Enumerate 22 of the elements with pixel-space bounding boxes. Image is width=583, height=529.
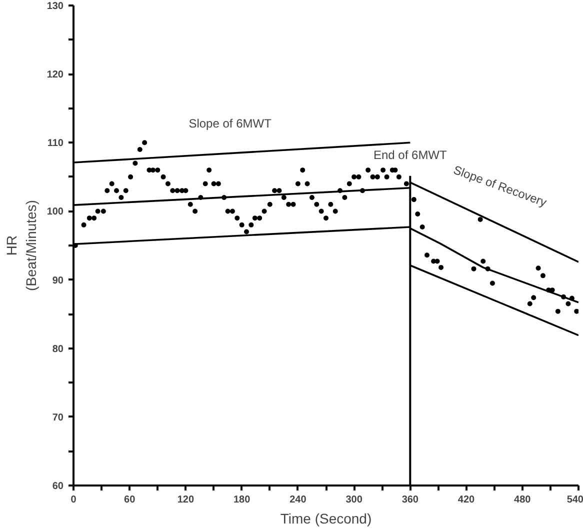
- x-tick-label: 60: [124, 494, 136, 506]
- y-tick-label: 100: [46, 206, 64, 218]
- y-axis-title: HR (Beat/Minutes): [4, 200, 39, 292]
- x-tick-label: 300: [346, 494, 363, 506]
- y-tick-label: 130: [46, 1, 64, 12]
- x-tick-label: 360: [402, 494, 419, 506]
- y-tick-label: 120: [46, 70, 64, 81]
- y-tick-label: 110: [47, 138, 64, 150]
- x-tick-label: 480: [514, 494, 532, 506]
- x-tick-label: 120: [177, 494, 195, 506]
- annotation: Slope of 6MWT: [188, 116, 272, 130]
- x-tick-label: 540: [566, 494, 583, 506]
- x-tick-label: 0: [70, 494, 77, 506]
- x-tick-label: 180: [233, 494, 251, 506]
- y-tick-label: 70: [52, 412, 64, 424]
- y-tick-label: 60: [52, 481, 64, 492]
- y-tick-label: 90: [52, 275, 64, 286]
- x-tick-label: 420: [458, 494, 476, 506]
- x-tick-label: 240: [290, 494, 307, 506]
- x-axis-title: Time (Second): [280, 510, 372, 526]
- ref-line-label: End of 6MWT: [373, 148, 448, 162]
- y-tick-label: 80: [52, 344, 64, 355]
